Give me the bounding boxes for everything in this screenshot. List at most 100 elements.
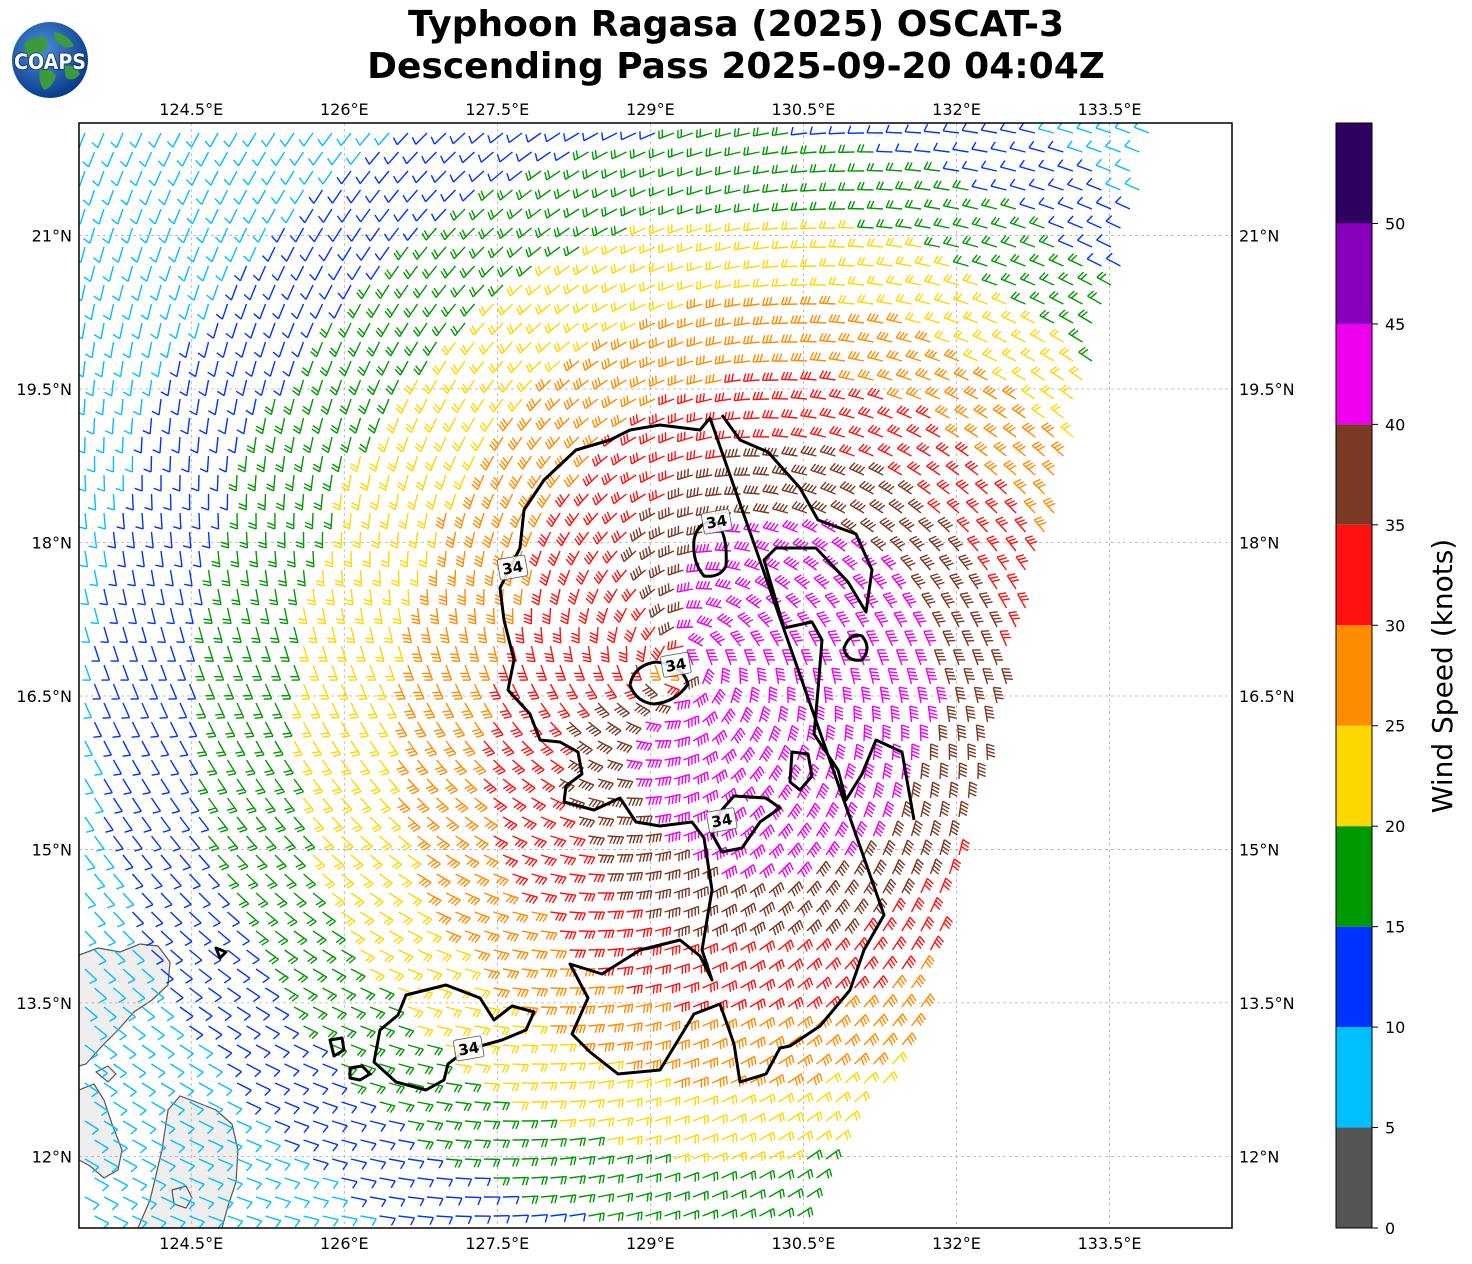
wind-barb (132, 1025, 146, 1041)
wind-barb (147, 132, 162, 148)
wind-barb (809, 201, 827, 211)
wind-barb (961, 198, 979, 210)
wind-barb (169, 360, 181, 378)
wind-barb (197, 341, 210, 359)
wind-barb (251, 151, 267, 167)
wind-barb (130, 284, 143, 302)
colorbar-segment (1336, 323, 1372, 425)
wind-barb (372, 569, 381, 587)
wind-barb (465, 569, 476, 587)
wind-barb (654, 776, 672, 787)
wind-barb (386, 417, 400, 434)
wind-barb (94, 1177, 109, 1192)
wind-barb (335, 607, 346, 625)
wind-barb (572, 226, 589, 238)
wind-barb (1008, 611, 1021, 628)
wind-barb (797, 977, 814, 991)
wind-barb (968, 573, 983, 590)
wind-barb (557, 702, 571, 719)
wind-barb (169, 721, 179, 738)
wind-barb (758, 706, 771, 723)
wind-barb (188, 835, 201, 852)
wind-barb (274, 778, 285, 795)
wind-barb (221, 569, 231, 587)
wind-barb (93, 873, 106, 890)
wind-barb (695, 543, 713, 554)
wind-barb (292, 379, 305, 396)
wind-barb (436, 873, 451, 888)
wind-barb (616, 891, 634, 901)
wind-barb (626, 871, 644, 882)
wind-barb (474, 911, 491, 925)
wind-barb (511, 759, 526, 775)
wind-barb (714, 392, 732, 403)
wind-barb (856, 256, 874, 267)
wind-barb (692, 1114, 709, 1125)
wind-barb (374, 170, 390, 184)
wind-barb (79, 360, 86, 378)
wind-barb (179, 1120, 195, 1135)
wind-barb (1020, 309, 1036, 324)
wind-barb (97, 512, 107, 530)
wind-barb (578, 607, 590, 625)
wind-barb (901, 993, 917, 1008)
wind-barb (834, 705, 844, 723)
wind-barb (809, 351, 827, 362)
wind-barb (630, 607, 647, 622)
wind-barb (1003, 460, 1017, 476)
wind-barb (677, 242, 694, 253)
wind-barb (604, 683, 618, 700)
wind-barb (378, 797, 392, 814)
wind-barb (151, 1177, 167, 1192)
wind-barb (289, 626, 299, 644)
wind-barb (167, 208, 181, 225)
wind-barb (749, 805, 766, 821)
wind-barb (455, 550, 466, 568)
wind-barb (303, 1101, 319, 1115)
wind-barb (714, 203, 732, 214)
wind-barb (752, 428, 770, 438)
wind-barb (468, 132, 485, 144)
wind-barb (445, 930, 462, 944)
wind-barb (474, 1101, 492, 1111)
wind-barb (971, 649, 985, 666)
wind-barb (800, 482, 817, 495)
wind-barb (215, 303, 229, 320)
wind-barb (131, 873, 144, 890)
wind-barb (487, 284, 504, 297)
wind-barb (882, 917, 898, 932)
wind-barb (838, 332, 855, 343)
wind-barb (797, 1168, 814, 1180)
wind-barb (426, 1044, 444, 1056)
wind-barb (549, 588, 561, 606)
wind-barb (103, 740, 113, 757)
wind-barb (601, 396, 618, 409)
wind-barb (366, 379, 381, 396)
wind-barb (493, 949, 510, 961)
wind-barb (667, 186, 684, 197)
wind-barb (787, 996, 804, 1010)
wind-barb (283, 436, 295, 454)
wind-barb (176, 626, 185, 644)
wind-barb (838, 369, 855, 381)
wind-barb (227, 436, 238, 454)
wind-barb (1009, 178, 1026, 191)
wind-barb (882, 801, 895, 818)
wind-barb (369, 1006, 386, 1020)
wind-barb (963, 667, 975, 685)
wind-barb (225, 721, 236, 738)
wind-barb (204, 170, 219, 186)
wind-barb (308, 151, 324, 166)
wind-barb (531, 759, 545, 775)
wind-barb (527, 512, 542, 528)
wind-barb (759, 1093, 776, 1104)
wind-barb (886, 387, 903, 400)
wind-barb (816, 938, 832, 952)
wind-barb (730, 883, 747, 899)
wind-barb (217, 778, 228, 795)
wind-barb (928, 535, 944, 552)
wind-barb (373, 607, 383, 625)
wind-barb (405, 455, 419, 472)
wind-barb (406, 493, 419, 511)
contour-value-label: 34 (660, 651, 692, 678)
